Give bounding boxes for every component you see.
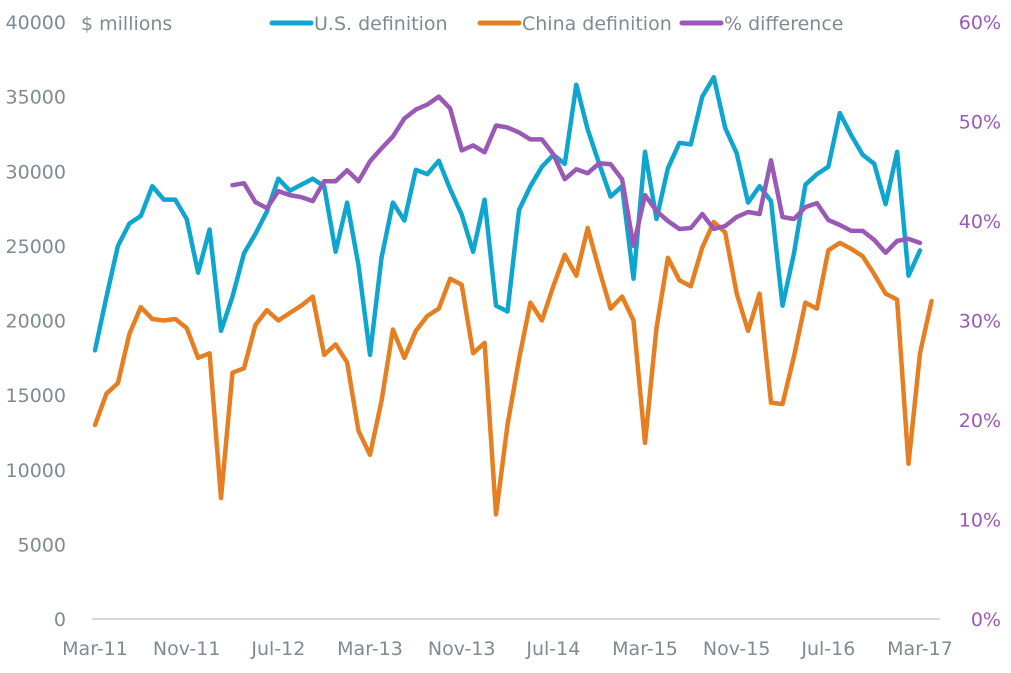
right-y-tick-label: 50% xyxy=(959,112,1001,134)
series-line-china-definition xyxy=(92,219,934,517)
x-tick-label: Mar-11 xyxy=(62,638,128,660)
left-y-axis: 0 5000 10000 15000 20000 25000 30000 35000 40000 xyxy=(6,12,66,631)
x-tick-label: Nov-11 xyxy=(153,638,221,660)
left-y-tick-label: 25000 xyxy=(6,236,66,258)
x-tick-label: Jul-12 xyxy=(250,638,305,660)
x-tick-label: Jul-16 xyxy=(800,638,855,660)
series-line-difference xyxy=(230,94,923,256)
right-y-tick-label: 0% xyxy=(971,609,1001,631)
left-y-tick-label: 20000 xyxy=(6,311,66,333)
legend-label: China definition xyxy=(522,13,672,35)
x-tick-label: Nov-13 xyxy=(428,638,496,660)
x-tick-label: Nov-15 xyxy=(703,638,771,660)
right-y-tick-label: 40% xyxy=(959,211,1001,233)
right-y-tick-label: 10% xyxy=(959,510,1001,532)
right-y-tick-label: 20% xyxy=(959,410,1001,432)
series-line-u-s-definition xyxy=(92,74,923,358)
x-tick-label: Jul-14 xyxy=(525,638,580,660)
left-y-tick-label: 10000 xyxy=(6,460,66,482)
left-y-tick-label: 5000 xyxy=(18,534,66,556)
x-tick-label: Mar-15 xyxy=(612,638,678,660)
legend: U.S. definition China definition % differe… xyxy=(269,13,843,35)
right-y-tick-label: 60% xyxy=(959,12,1001,34)
left-y-tick-label: 15000 xyxy=(6,385,66,407)
right-y-tick-label: 30% xyxy=(959,311,1001,333)
legend-label: % difference xyxy=(724,13,843,35)
legend-label: U.S. definition xyxy=(314,13,448,35)
left-y-tick-label: 0 xyxy=(54,609,66,631)
left-y-tick-label: 40000 xyxy=(6,12,66,34)
y-axis-unit-label: $ millions xyxy=(81,13,172,35)
left-y-tick-label: 35000 xyxy=(6,87,66,109)
left-y-tick-label: 30000 xyxy=(6,161,66,183)
x-tick-label: Mar-17 xyxy=(887,638,953,660)
series-layer xyxy=(92,74,934,517)
right-y-axis: 0% 10% 20% 30% 40% 50% 60% xyxy=(959,12,1001,631)
x-tick-label: Mar-13 xyxy=(337,638,403,660)
x-axis: Mar-11 Nov-11 Jul-12 Mar-13 Nov-13 Jul-14 Mar-… xyxy=(62,638,953,660)
